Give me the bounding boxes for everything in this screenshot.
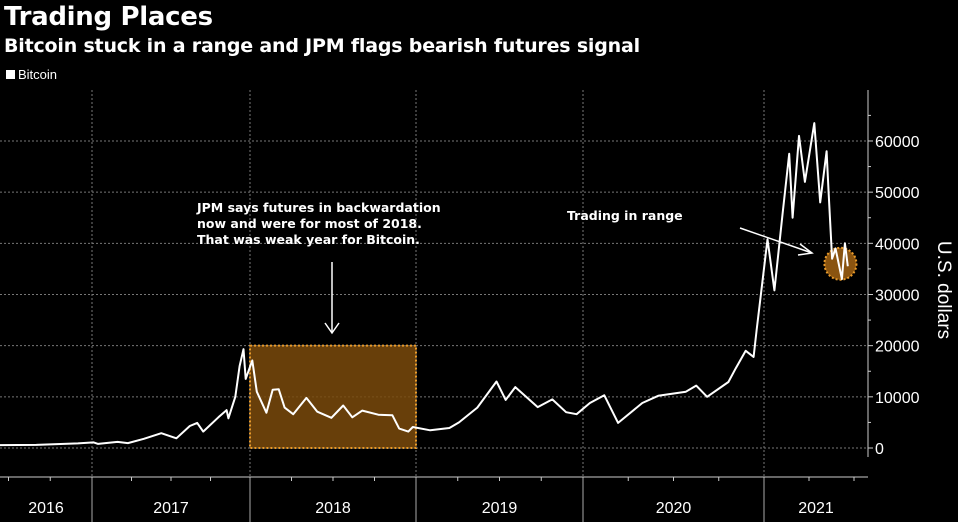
y-tick-label: 40000 — [875, 236, 920, 253]
legend-label: Bitcoin — [18, 67, 58, 82]
arrow-down-head — [324, 322, 340, 335]
chart-subtitle: Bitcoin stuck in a range and JPM flags b… — [4, 35, 640, 57]
y-tick-label: 0 — [875, 441, 884, 458]
x-tick-label: 2017 — [153, 500, 189, 517]
y-tick-label: 10000 — [875, 390, 920, 407]
annotation-jpm-line: now and were for most of 2018. — [197, 216, 422, 231]
annotation-jpm-line: That was weak year for Bitcoin. — [197, 232, 420, 247]
x-tick-label: 2020 — [656, 500, 692, 517]
legend: Bitcoin — [6, 67, 57, 82]
annotation-jpm-line: JPM says futures in backwardation — [196, 200, 441, 215]
x-tick-label: 2019 — [482, 500, 518, 517]
y-tick-label: 60000 — [875, 134, 920, 151]
chart-title: Trading Places — [4, 2, 213, 32]
arrow-range-head — [797, 243, 814, 256]
y-axis-label: U.S. dollars — [933, 241, 954, 339]
annotation-trading-range: Trading in range — [567, 208, 683, 223]
legend-swatch — [6, 70, 15, 79]
x-tick-label: 2016 — [28, 500, 64, 517]
x-tick-label: 2021 — [798, 500, 834, 517]
y-tick-label: 20000 — [875, 339, 920, 356]
y-tick-label: 30000 — [875, 287, 920, 304]
bitcoin-line — [0, 122, 849, 447]
highlight-box-2018 — [249, 344, 417, 449]
x-tick-label: 2018 — [315, 500, 351, 517]
y-tick-label: 50000 — [875, 185, 920, 202]
arrow-range — [739, 227, 813, 254]
